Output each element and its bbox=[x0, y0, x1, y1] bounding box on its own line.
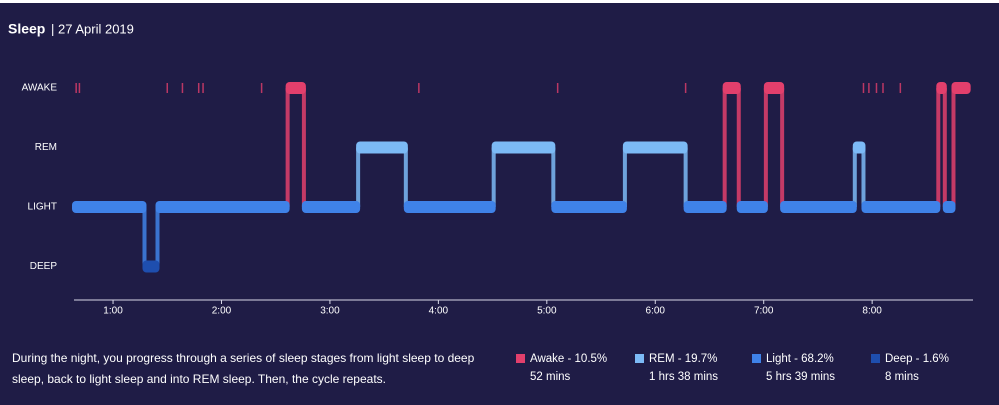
brief-awake bbox=[875, 83, 878, 93]
stage-transition bbox=[861, 147, 866, 207]
brief-awake bbox=[899, 83, 902, 93]
brief-awake bbox=[78, 83, 81, 93]
stage-transition bbox=[736, 88, 741, 207]
chart: Sleep | 27 April 2019 AWAKE REM LIGHT DEEP 1… bbox=[8, 21, 973, 383]
stage-transition bbox=[622, 147, 627, 207]
brief-awake bbox=[166, 83, 169, 93]
brief-awake bbox=[862, 83, 865, 93]
stage-segment bbox=[942, 201, 956, 213]
legend-duration: 5 hrs 39 mins bbox=[766, 371, 835, 383]
y-tick-label: DEEP bbox=[30, 261, 58, 272]
chart-title: Sleep bbox=[8, 21, 45, 37]
stage-transition bbox=[155, 207, 160, 267]
legend-swatch bbox=[516, 354, 525, 363]
x-tick-label: 1:00 bbox=[103, 306, 123, 317]
legend-label: Light - 68.2% bbox=[766, 353, 834, 365]
stage-segment bbox=[951, 82, 971, 94]
brief-awake bbox=[868, 83, 870, 93]
stage-segment bbox=[491, 141, 556, 154]
stage-segment bbox=[936, 82, 947, 94]
stage-segment bbox=[722, 82, 741, 94]
stage-segment bbox=[780, 201, 857, 213]
x-tick-label: 6:00 bbox=[646, 306, 666, 317]
description: During the night, you progress through a… bbox=[12, 351, 475, 386]
legend-duration: 1 hrs 38 mins bbox=[649, 371, 718, 383]
legend-label: Deep - 1.6% bbox=[885, 353, 949, 365]
stage-segment bbox=[736, 201, 768, 213]
legend-duration: 8 mins bbox=[885, 371, 919, 383]
brief-awake bbox=[181, 83, 184, 93]
stage-transition bbox=[551, 147, 556, 207]
sleep-panel: Sleep | 27 April 2019 AWAKE REM LIGHT DEEP 1… bbox=[0, 3, 999, 405]
y-tick-label: REM bbox=[35, 142, 57, 153]
stage-segment bbox=[356, 141, 408, 154]
x-tick-label: 8:00 bbox=[862, 306, 882, 317]
brief-awake bbox=[197, 83, 200, 93]
stage-transition bbox=[491, 147, 496, 207]
legend-swatch bbox=[871, 354, 880, 363]
stage-segment bbox=[683, 201, 727, 213]
brief-awake bbox=[418, 83, 420, 93]
y-tick-label: LIGHT bbox=[28, 202, 57, 213]
stage-segment bbox=[285, 82, 306, 94]
legend-duration: 52 mins bbox=[530, 371, 571, 383]
stage-transition bbox=[142, 207, 147, 267]
stage-segment bbox=[155, 201, 290, 213]
legend-label: REM - 19.7% bbox=[649, 353, 717, 365]
x-tick-label: 3:00 bbox=[320, 306, 340, 317]
stage-segment bbox=[301, 201, 361, 213]
brief-awake bbox=[75, 83, 77, 93]
stage-transition bbox=[951, 88, 956, 207]
x-tick-label: 7:00 bbox=[754, 306, 774, 317]
brief-awake bbox=[202, 83, 204, 93]
stage-transition bbox=[936, 88, 941, 207]
stage-transition bbox=[942, 88, 947, 207]
legend-swatch bbox=[635, 354, 644, 363]
y-tick-label: AWAKE bbox=[22, 83, 58, 94]
stage-segment bbox=[142, 260, 160, 273]
x-tick-label: 2:00 bbox=[212, 306, 232, 317]
x-tick-label: 4:00 bbox=[429, 306, 449, 317]
stage-transition bbox=[683, 147, 688, 207]
chart-subtitle: | 27 April 2019 bbox=[51, 21, 134, 36]
brief-awake bbox=[260, 83, 263, 93]
stage-transition bbox=[780, 88, 785, 207]
stage-transition bbox=[403, 147, 408, 207]
brief-awake bbox=[556, 83, 559, 93]
brief-awake bbox=[684, 83, 687, 93]
stage-transition bbox=[763, 88, 768, 207]
stage-segment bbox=[551, 201, 627, 213]
stage-transition bbox=[285, 88, 290, 207]
stage-transition bbox=[301, 88, 306, 207]
stage-transition bbox=[852, 147, 857, 207]
legend-label: Awake - 10.5% bbox=[530, 353, 607, 365]
x-tick-label: 5:00 bbox=[537, 306, 557, 317]
stage-segment bbox=[403, 201, 496, 213]
stage-segment bbox=[622, 141, 688, 154]
stage-segment bbox=[861, 201, 941, 213]
legend-swatch bbox=[752, 354, 761, 363]
stage-transition bbox=[356, 147, 361, 207]
brief-awake bbox=[882, 83, 884, 93]
stage-segment bbox=[852, 141, 866, 154]
stage-transition bbox=[722, 88, 727, 207]
stage-segment bbox=[72, 201, 147, 213]
stage-segment bbox=[763, 82, 785, 94]
